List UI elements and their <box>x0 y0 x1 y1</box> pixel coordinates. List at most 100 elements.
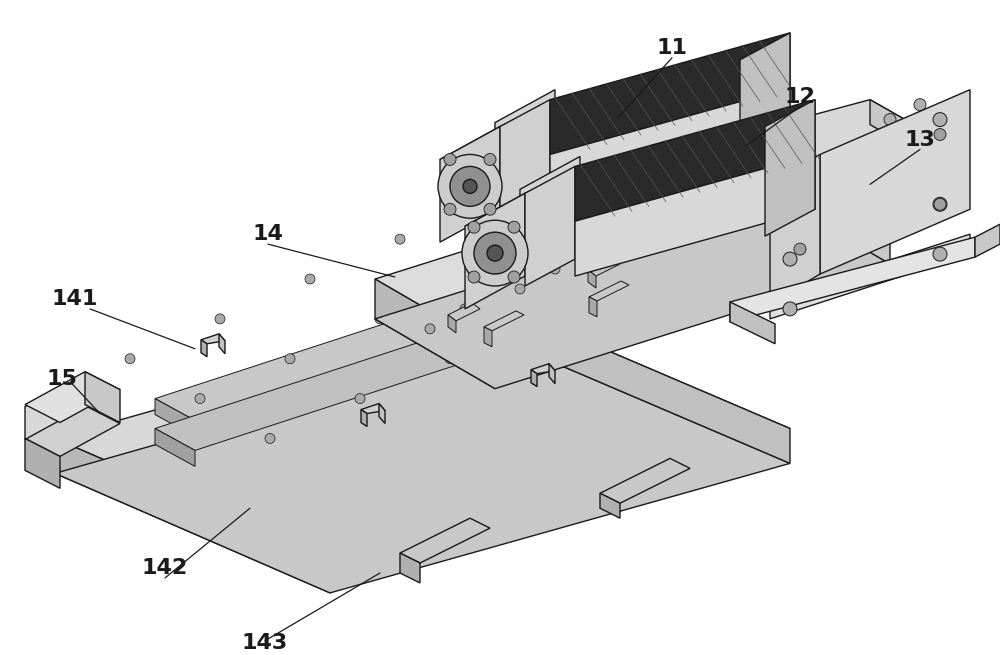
Polygon shape <box>680 257 720 295</box>
Circle shape <box>730 184 740 195</box>
Polygon shape <box>680 227 720 265</box>
Polygon shape <box>480 204 550 269</box>
Circle shape <box>460 304 470 314</box>
Circle shape <box>474 232 516 274</box>
Polygon shape <box>155 428 195 466</box>
Polygon shape <box>870 100 940 164</box>
Polygon shape <box>400 518 490 563</box>
Circle shape <box>645 195 655 204</box>
Circle shape <box>508 221 520 233</box>
Circle shape <box>355 394 365 403</box>
Polygon shape <box>589 281 629 301</box>
Polygon shape <box>589 297 597 317</box>
Polygon shape <box>25 374 85 440</box>
Circle shape <box>508 271 520 283</box>
Polygon shape <box>375 155 890 348</box>
Circle shape <box>914 119 926 130</box>
Polygon shape <box>520 157 580 261</box>
Polygon shape <box>550 33 790 155</box>
Polygon shape <box>600 493 620 518</box>
Circle shape <box>550 264 560 274</box>
Polygon shape <box>765 100 815 236</box>
Polygon shape <box>155 257 720 451</box>
Polygon shape <box>770 155 890 264</box>
Polygon shape <box>440 100 555 159</box>
Circle shape <box>462 220 528 286</box>
Polygon shape <box>531 369 537 386</box>
Circle shape <box>305 274 315 284</box>
Polygon shape <box>201 334 225 344</box>
Circle shape <box>499 233 511 245</box>
Polygon shape <box>588 270 596 288</box>
Circle shape <box>465 274 475 284</box>
Polygon shape <box>550 88 790 209</box>
Circle shape <box>438 155 502 218</box>
Circle shape <box>515 284 525 294</box>
Polygon shape <box>201 340 207 357</box>
Polygon shape <box>575 155 815 276</box>
Polygon shape <box>820 90 970 274</box>
Circle shape <box>884 113 896 126</box>
Polygon shape <box>575 100 815 221</box>
Polygon shape <box>55 309 790 558</box>
Text: 15: 15 <box>47 369 77 388</box>
Polygon shape <box>361 403 385 413</box>
Circle shape <box>499 214 511 225</box>
Polygon shape <box>495 90 555 195</box>
Text: 14: 14 <box>253 224 283 244</box>
Circle shape <box>695 204 705 214</box>
Polygon shape <box>510 309 790 463</box>
Circle shape <box>933 247 947 261</box>
Circle shape <box>794 174 806 185</box>
Circle shape <box>605 244 615 254</box>
Circle shape <box>640 224 650 234</box>
Circle shape <box>395 234 405 244</box>
Polygon shape <box>484 311 524 331</box>
Polygon shape <box>770 234 970 319</box>
Circle shape <box>933 197 947 212</box>
Polygon shape <box>975 224 1000 257</box>
Circle shape <box>555 234 565 244</box>
Circle shape <box>487 245 503 261</box>
Polygon shape <box>730 237 975 322</box>
Polygon shape <box>549 364 555 384</box>
Circle shape <box>529 198 541 210</box>
Circle shape <box>884 134 896 145</box>
Circle shape <box>195 394 205 403</box>
Polygon shape <box>85 371 120 422</box>
Polygon shape <box>465 193 525 309</box>
Polygon shape <box>525 166 575 286</box>
Polygon shape <box>448 315 456 333</box>
Circle shape <box>425 324 435 334</box>
Circle shape <box>444 153 456 166</box>
Circle shape <box>445 354 455 364</box>
Polygon shape <box>375 279 495 388</box>
Circle shape <box>450 166 490 206</box>
Polygon shape <box>25 371 120 422</box>
Polygon shape <box>600 458 690 503</box>
Text: 13: 13 <box>905 130 935 149</box>
Polygon shape <box>740 33 790 170</box>
Circle shape <box>375 314 385 324</box>
Polygon shape <box>25 405 120 457</box>
Circle shape <box>484 153 496 166</box>
Polygon shape <box>55 438 330 593</box>
Text: 12: 12 <box>785 86 815 107</box>
Circle shape <box>715 234 725 244</box>
Circle shape <box>444 203 456 215</box>
Circle shape <box>463 179 477 193</box>
Polygon shape <box>375 195 890 388</box>
Polygon shape <box>770 155 820 304</box>
Polygon shape <box>440 126 500 242</box>
Circle shape <box>783 168 797 181</box>
Circle shape <box>783 252 797 266</box>
Polygon shape <box>400 553 420 583</box>
Polygon shape <box>361 409 367 426</box>
Circle shape <box>468 271 480 283</box>
Circle shape <box>285 354 295 364</box>
Text: 143: 143 <box>242 633 288 653</box>
Circle shape <box>265 434 275 443</box>
Polygon shape <box>730 302 775 344</box>
Polygon shape <box>465 166 580 226</box>
Circle shape <box>485 195 495 204</box>
